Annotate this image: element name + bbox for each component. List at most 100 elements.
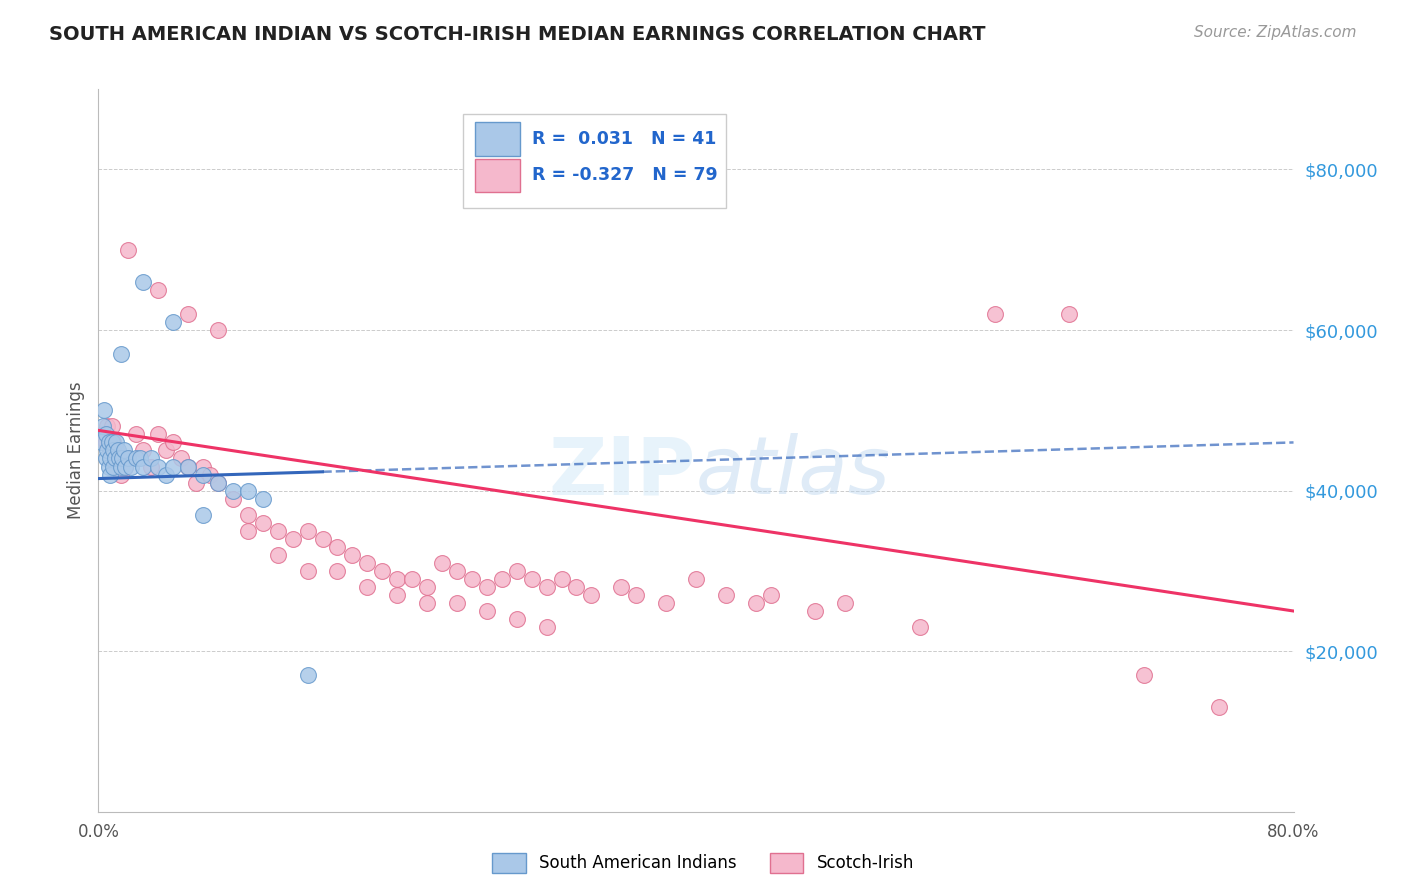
Point (117, 451, 139, 466)
Point (565, 580, 588, 594)
Point (148, 427, 170, 442)
Point (610, 580, 633, 594)
Point (110, 347, 132, 361)
Point (506, 564, 529, 578)
Point (759, 588, 782, 602)
Point (207, 475, 229, 490)
Point (461, 572, 484, 586)
Point (91, 427, 114, 442)
Text: Source: ZipAtlas.com: Source: ZipAtlas.com (1194, 25, 1357, 40)
Point (93, 403, 115, 417)
Point (281, 532, 304, 546)
Point (356, 580, 378, 594)
Point (297, 524, 319, 538)
Point (908, 620, 931, 634)
Point (103, 443, 125, 458)
Point (162, 459, 184, 474)
Point (132, 443, 155, 458)
Point (132, 459, 155, 474)
Point (236, 508, 259, 522)
Point (125, 427, 148, 442)
Point (129, 451, 152, 466)
Point (356, 556, 378, 570)
Point (536, 580, 558, 594)
Legend: South American Indians, Scotch-Irish: South American Indians, Scotch-Irish (485, 847, 921, 880)
Point (107, 443, 129, 458)
Point (108, 451, 131, 466)
Point (714, 588, 737, 602)
Point (207, 475, 229, 490)
Point (326, 540, 349, 554)
Point (103, 459, 125, 474)
Point (132, 275, 155, 289)
Text: SOUTH AMERICAN INDIAN VS SCOTCH-IRISH MEDIAN EARNINGS CORRELATION CHART: SOUTH AMERICAN INDIAN VS SCOTCH-IRISH ME… (49, 25, 986, 44)
Point (139, 459, 162, 474)
Point (105, 435, 128, 450)
Point (267, 524, 290, 538)
Point (125, 451, 148, 466)
Point (685, 572, 707, 586)
Point (96, 419, 118, 434)
Point (177, 307, 200, 321)
Point (111, 451, 134, 466)
Point (148, 283, 170, 297)
Point (475, 604, 498, 618)
Point (104, 459, 127, 474)
Point (311, 532, 333, 546)
Point (96, 443, 118, 458)
Point (94, 451, 117, 466)
Point (446, 596, 468, 610)
Point (117, 451, 139, 466)
Point (416, 596, 439, 610)
Point (834, 596, 856, 610)
Point (98, 443, 122, 458)
Point (139, 451, 162, 466)
Point (184, 475, 207, 490)
Point (446, 564, 468, 578)
Point (1059, 307, 1081, 321)
Point (103, 435, 125, 450)
Point (236, 524, 259, 538)
Point (155, 467, 177, 482)
Point (200, 467, 222, 482)
Point (98, 467, 122, 482)
Point (491, 572, 513, 586)
Text: atlas: atlas (696, 434, 891, 511)
Point (581, 588, 603, 602)
Point (236, 483, 259, 498)
Point (177, 459, 200, 474)
Point (536, 620, 558, 634)
Point (191, 508, 214, 522)
Point (475, 580, 498, 594)
Point (97, 459, 120, 474)
Point (155, 443, 177, 458)
Point (416, 580, 439, 594)
Point (90, 435, 112, 450)
Point (520, 572, 543, 586)
Point (162, 435, 184, 450)
Point (252, 491, 274, 506)
Point (1133, 668, 1156, 682)
Point (101, 435, 124, 450)
Point (177, 459, 200, 474)
Point (97, 435, 120, 450)
Point (107, 451, 129, 466)
Point (162, 315, 184, 329)
FancyBboxPatch shape (463, 114, 725, 209)
Point (120, 459, 142, 474)
Point (297, 564, 319, 578)
Point (94, 427, 117, 442)
Point (326, 564, 349, 578)
Point (191, 459, 214, 474)
Point (191, 467, 214, 482)
FancyBboxPatch shape (475, 159, 520, 192)
Point (98, 451, 122, 466)
Text: ZIP: ZIP (548, 434, 696, 511)
Point (91, 419, 114, 434)
Point (385, 588, 409, 602)
Point (222, 483, 245, 498)
Point (984, 307, 1007, 321)
Point (101, 419, 124, 434)
Point (626, 588, 648, 602)
Point (430, 556, 453, 570)
